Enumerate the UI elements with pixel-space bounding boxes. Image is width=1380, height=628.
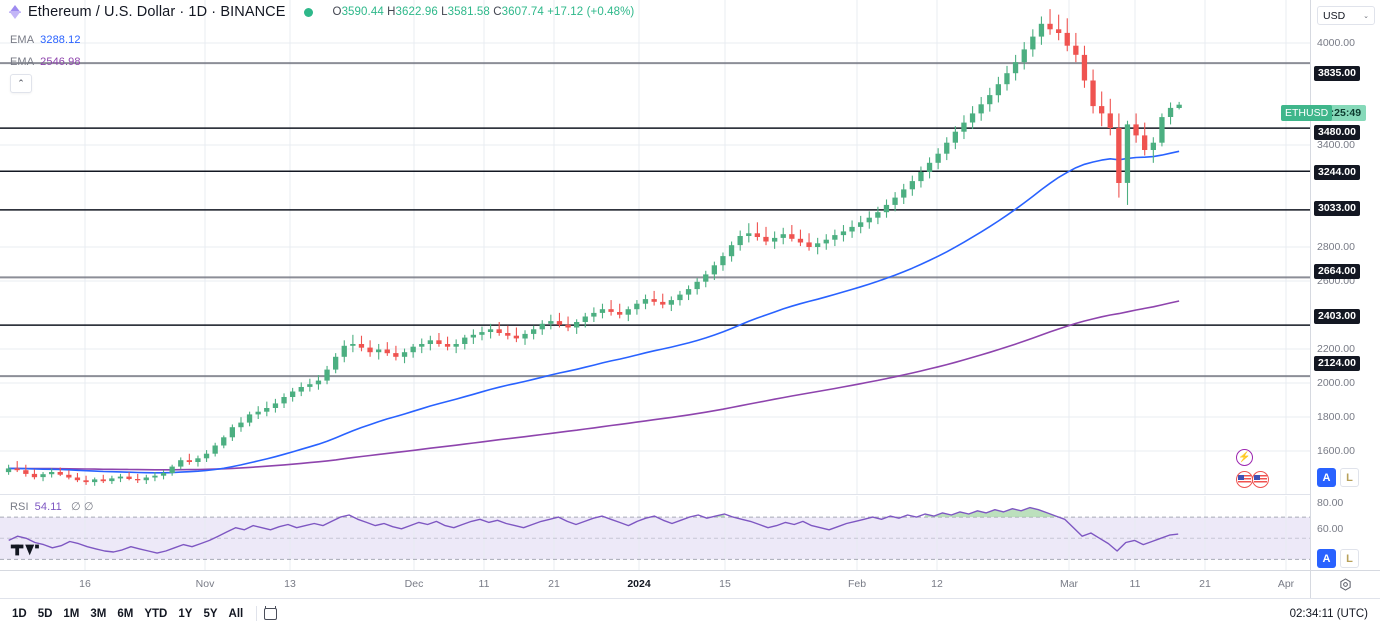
time-tick: 21 xyxy=(1199,578,1211,590)
price-level-label: 3835.00 xyxy=(1314,66,1360,81)
bolt-icon[interactable]: ⚡ xyxy=(1236,449,1253,466)
settings-icon xyxy=(1340,578,1351,591)
time-tick: Mar xyxy=(1059,578,1079,590)
rsi-scale-modes: A L xyxy=(1317,549,1359,568)
price-axis: USD ⌄ 4000.00 3400.00 2800.00 2600.00 2200.0… xyxy=(1310,0,1380,598)
price-level-label: 3033.00 xyxy=(1314,201,1360,216)
rsi-tick: 60.00 xyxy=(1317,523,1344,535)
time-tick: Apr xyxy=(1277,578,1295,590)
rsi-value: 54.11 xyxy=(34,501,62,513)
auto-scale-button[interactable]: A xyxy=(1317,468,1336,487)
timeframe-1m[interactable]: 1M xyxy=(63,607,80,620)
price-tick: 1800.00 xyxy=(1317,411,1355,423)
time-tick: 11 xyxy=(1129,578,1141,590)
rsi-pane xyxy=(0,496,1310,570)
rsi-log-scale-button[interactable]: L xyxy=(1340,549,1359,568)
price-tick: 4000.00 xyxy=(1317,37,1355,49)
rsi-auto-scale-button[interactable]: A xyxy=(1317,549,1336,568)
ema-slow-value: 2546.98 xyxy=(40,56,81,68)
currency-label: USD xyxy=(1323,9,1346,22)
log-scale-button[interactable]: L xyxy=(1340,468,1359,487)
price-scale-modes: A L xyxy=(1317,468,1359,487)
timeframe-all[interactable]: All xyxy=(228,607,244,620)
price-level-label: 2403.00 xyxy=(1314,309,1360,324)
timeframe-1y[interactable]: 1Y xyxy=(178,607,193,620)
chart-header: Ethereum / U.S. Dollar · 1D · BINANCE O3… xyxy=(0,0,1310,24)
timeframe-5y[interactable]: 5Y xyxy=(203,607,218,620)
timeframe-ytd[interactable]: YTD xyxy=(144,607,168,620)
time-tick: 11 xyxy=(478,578,490,590)
close-label: C xyxy=(493,6,502,18)
time-tick: Nov xyxy=(195,578,215,590)
ohlc-values: O3590.44 H3622.96 L3581.58 C3607.74 +17.… xyxy=(333,6,635,18)
price-tick: 1600.00 xyxy=(1317,445,1355,457)
high-label: H xyxy=(387,6,396,18)
price-tick: 2200.00 xyxy=(1317,343,1355,355)
time-tick: 2024 xyxy=(627,578,651,590)
flag-icon[interactable] xyxy=(1236,471,1253,488)
ema-fast-label: EMA xyxy=(10,34,35,46)
price-level-label: 2124.00 xyxy=(1314,356,1360,371)
price-chart-canvas xyxy=(0,0,1310,494)
timeframe-3m[interactable]: 3M xyxy=(90,607,107,620)
high-value: 3622.96 xyxy=(395,6,438,18)
price-pane xyxy=(0,0,1310,494)
symbol-price-tag: ETHUSD xyxy=(1281,105,1333,121)
tradingview-logo xyxy=(10,544,39,556)
price-level-label: 3480.00 xyxy=(1314,125,1360,140)
ema-fast-legend[interactable]: EMA 3288.12 xyxy=(10,34,81,46)
rsi-extra: ∅ ∅ xyxy=(71,501,94,513)
toolbar-divider xyxy=(256,606,258,621)
rsi-chart-canvas xyxy=(0,496,1310,570)
timeframe-6m[interactable]: 6M xyxy=(117,607,134,620)
rsi-tick: 80.00 xyxy=(1317,497,1344,509)
timeframe-1d[interactable]: 1D xyxy=(12,607,27,620)
low-label: L xyxy=(441,6,448,18)
time-tick: 15 xyxy=(719,578,731,590)
close-value: 3607.74 xyxy=(501,6,544,18)
bottom-toolbar: 1D 5D 1M 3M 6M YTD 1Y 5Y All 02:34:11 (UTC) xyxy=(0,598,1380,628)
ema-slow-legend[interactable]: EMA 2546.98 xyxy=(10,56,81,68)
flag-icon[interactable] xyxy=(1252,471,1269,488)
market-status-dot xyxy=(303,7,313,17)
timeframe-5d[interactable]: 5D xyxy=(37,607,53,620)
time-tick: Feb xyxy=(847,578,867,590)
ema-slow-label: EMA xyxy=(10,56,35,68)
time-tick: 21 xyxy=(548,578,560,590)
change-value: +17.12 (+0.48%) xyxy=(547,6,635,18)
chart-settings-corner[interactable] xyxy=(1310,570,1380,598)
collapse-pane-button[interactable]: ⌃ xyxy=(10,74,32,93)
time-tick: 13 xyxy=(284,578,296,590)
time-tick: 16 xyxy=(79,578,91,590)
time-axis[interactable]: 16 Nov 13 Dec 11 21 2024 15 Feb 12 Mar 11 21 Apr xyxy=(0,570,1310,598)
price-tick: 2000.00 xyxy=(1317,377,1355,389)
price-level-label: 3244.00 xyxy=(1314,165,1360,180)
pane-divider xyxy=(0,494,1310,495)
page-title[interactable]: Ethereum / U.S. Dollar · 1D · BINANCE xyxy=(28,4,286,20)
rsi-label: RSI xyxy=(10,501,29,513)
time-tick: 12 xyxy=(931,578,943,590)
price-level-label: 2664.00 xyxy=(1314,264,1360,279)
ethereum-icon xyxy=(8,5,22,19)
currency-selector[interactable]: USD ⌄ xyxy=(1317,6,1375,25)
price-tick: 3400.00 xyxy=(1317,139,1355,151)
low-value: 3581.58 xyxy=(447,6,490,18)
ema-fast-value: 3288.12 xyxy=(40,34,81,46)
clock-label: 02:34:11 (UTC) xyxy=(1289,607,1368,620)
open-label: O xyxy=(332,6,342,18)
chevron-down-icon: ⌄ xyxy=(1363,12,1369,20)
calendar-icon[interactable] xyxy=(263,606,278,621)
price-tick: 2800.00 xyxy=(1317,241,1355,253)
timeframe-group: 1D 5D 1M 3M 6M YTD 1Y 5Y All xyxy=(12,608,254,620)
open-value: 3590.44 xyxy=(341,6,384,18)
time-tick: Dec xyxy=(404,578,424,590)
rsi-legend[interactable]: RSI 54.11 ∅ ∅ xyxy=(10,500,94,513)
